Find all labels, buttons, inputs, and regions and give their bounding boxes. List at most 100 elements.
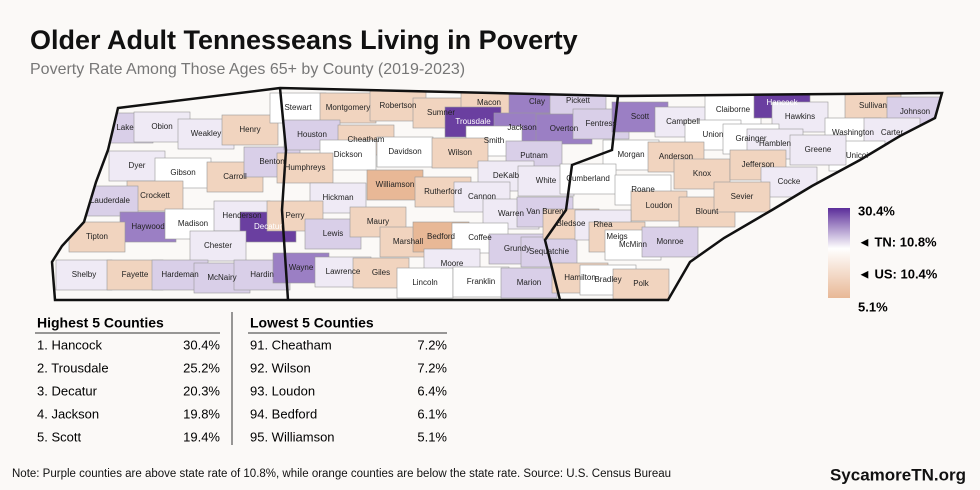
- county-label: Rutherford: [424, 187, 462, 196]
- county-label: Jefferson: [742, 160, 775, 169]
- county-label: DeKalb: [493, 171, 520, 180]
- county-label: Blount: [696, 207, 719, 216]
- state-outline: [50, 86, 944, 302]
- county-label: Cumberland: [566, 174, 610, 183]
- county-label: Monroe: [656, 237, 684, 246]
- county: [630, 190, 688, 222]
- county-label: Union: [703, 130, 724, 139]
- county-label: Stewart: [284, 103, 312, 112]
- row-name: 5. Scott: [37, 429, 81, 444]
- county-label: Giles: [372, 268, 390, 277]
- county-label: Montgomery: [326, 103, 370, 112]
- row-name: 92. Wilson: [250, 360, 311, 375]
- county-label: Henry: [239, 125, 260, 134]
- county-label: Smith: [484, 136, 504, 145]
- county: [319, 92, 377, 124]
- row-value: 7.2%: [417, 337, 447, 352]
- county: [55, 259, 113, 291]
- county-label: Knox: [693, 169, 711, 178]
- county-label: Davidson: [388, 147, 421, 156]
- county-label: Grundy: [504, 244, 530, 253]
- county-label: Benton: [259, 157, 284, 166]
- county-cells: [55, 88, 942, 300]
- county-label: Sequatchie: [529, 247, 570, 256]
- county-label: Wilson: [448, 148, 472, 157]
- county-label: Polk: [633, 279, 650, 288]
- county: [771, 101, 829, 133]
- county: [612, 268, 670, 300]
- row-name: 2. Trousdale: [37, 360, 109, 375]
- county: [376, 136, 434, 168]
- county-label: McMinn: [619, 240, 647, 249]
- county-label: Cheatham: [348, 135, 385, 144]
- row-name: 3. Decatur: [37, 383, 98, 398]
- county-label: Washington: [832, 128, 874, 137]
- county-label: Shelby: [72, 270, 96, 279]
- county-label: McNairy: [207, 273, 236, 282]
- county-label: Sumner: [427, 108, 455, 117]
- county: [713, 181, 771, 213]
- county-label: Hamilton: [564, 273, 596, 282]
- county-label: Perry: [285, 211, 304, 220]
- county-label: White: [536, 176, 557, 185]
- county-label: Coffee: [468, 233, 492, 242]
- county-label: Houston: [297, 130, 327, 139]
- row-value: 6.1%: [417, 406, 447, 421]
- county: [641, 226, 699, 258]
- county-label: Sullivan: [859, 101, 887, 110]
- row-value: 19.4%: [183, 429, 220, 444]
- county-label: Lawrence: [326, 267, 361, 276]
- county-label: Marshall: [393, 237, 423, 246]
- county-label: Fentress: [585, 119, 616, 128]
- footnote: Note: Purple counties are above state ra…: [12, 468, 671, 480]
- county-label: Unicoi: [846, 151, 868, 160]
- row-name: 1. Hancock: [37, 337, 103, 352]
- county-label: Bradley: [594, 275, 621, 284]
- county-label: Marion: [517, 278, 541, 287]
- county-label: Fayette: [122, 270, 149, 279]
- county-labels: Lake Obion Weakley Henry Dyer Gibson Carroll Be…: [72, 96, 930, 288]
- row-name: 93. Loudon: [250, 383, 315, 398]
- county-label: Wayne: [289, 263, 314, 272]
- county-label: Loudon: [646, 201, 673, 210]
- county-label: Hardeman: [161, 270, 198, 279]
- county-label: Henderson: [222, 211, 261, 220]
- county-label: Cocke: [778, 177, 801, 186]
- county-label: Van Buren: [526, 207, 563, 216]
- subtitle: Poverty Rate Among Those Ages 65+ by Cou…: [30, 61, 465, 78]
- county-label: Roane: [631, 185, 655, 194]
- county-label: Tipton: [86, 232, 108, 241]
- county-label: Robertson: [380, 101, 417, 110]
- county-label: Bledsoe: [557, 219, 586, 228]
- county-label: Williamson: [376, 180, 415, 189]
- county-label: Campbell: [666, 117, 700, 126]
- county-label: Maury: [367, 217, 389, 226]
- county-label: Hawkins: [785, 112, 815, 121]
- county-label: Lauderdale: [90, 196, 131, 205]
- county-label: Chester: [204, 241, 232, 250]
- row-value: 6.4%: [417, 383, 447, 398]
- county-label: Crockett: [140, 191, 171, 200]
- county-label: Trousdale: [455, 117, 491, 126]
- county-label: Putnam: [520, 151, 548, 160]
- county-label: Franklin: [467, 277, 495, 286]
- county: [500, 267, 558, 299]
- county-label: Overton: [550, 124, 578, 133]
- county-label: Scott: [631, 112, 650, 121]
- row-value: 5.1%: [417, 429, 447, 444]
- county-label: Hancock: [766, 98, 798, 107]
- row-value: 7.2%: [417, 360, 447, 375]
- row-value: 20.3%: [183, 383, 220, 398]
- county-label: Madison: [178, 219, 208, 228]
- row-value: 30.4%: [183, 337, 220, 352]
- row-value: 19.8%: [183, 406, 220, 421]
- row-name: 95. Williamson: [250, 429, 335, 444]
- county: [789, 134, 847, 166]
- table-header: Highest 5 Counties: [37, 315, 164, 331]
- county-label: Hickman: [322, 193, 353, 202]
- county: [269, 92, 327, 124]
- row-value: 25.2%: [183, 360, 220, 375]
- county-label: Dickson: [334, 150, 362, 159]
- title: Older Adult Tennesseans Living in Povert…: [30, 25, 578, 55]
